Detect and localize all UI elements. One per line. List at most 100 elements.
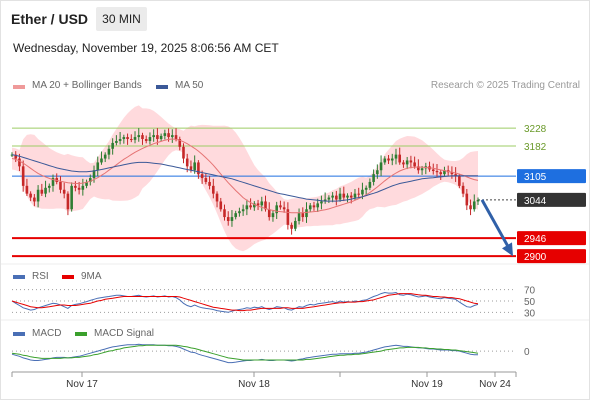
candle	[439, 172, 443, 175]
candle	[204, 178, 208, 182]
candle	[301, 213, 305, 218]
candle	[208, 181, 211, 186]
candle	[458, 176, 461, 186]
candle	[312, 205, 316, 208]
candle	[431, 169, 435, 172]
level-label-3044: 3044	[524, 196, 547, 207]
rsi-tick-50: 50	[524, 297, 536, 308]
candle	[454, 174, 457, 177]
candle	[376, 170, 379, 175]
x-tick-label-2: Nov 19	[411, 379, 443, 390]
level-badge-3105	[517, 169, 586, 184]
ma50-legend-label: MA 50	[175, 80, 204, 91]
candle	[271, 213, 275, 218]
candle	[390, 158, 394, 161]
candle	[249, 205, 252, 208]
rsi-line	[11, 291, 479, 313]
candle	[245, 205, 249, 210]
level-badge-3044	[517, 192, 586, 207]
candle	[96, 162, 100, 171]
candle	[461, 185, 465, 194]
macd-tick-0: 0	[524, 347, 530, 358]
candle	[327, 197, 331, 200]
candle	[223, 209, 226, 218]
candle	[167, 133, 170, 138]
candle	[133, 137, 137, 140]
candle	[443, 170, 446, 175]
candle	[148, 137, 152, 141]
macd-signal-legend-label: MACD Signal	[94, 328, 155, 339]
candle	[450, 172, 454, 175]
macd-legend-label: MACD	[32, 328, 62, 339]
candle	[159, 135, 163, 140]
candle	[70, 185, 73, 210]
candle	[81, 185, 85, 190]
candle	[368, 181, 372, 188]
candle	[10, 154, 14, 156]
ma50-legend-swatch	[156, 85, 168, 89]
candle	[305, 209, 308, 218]
candle	[331, 195, 334, 198]
candle	[275, 205, 278, 214]
candle	[118, 139, 122, 141]
level-label-3105: 3105	[524, 172, 547, 183]
candle	[226, 217, 230, 221]
candle	[62, 189, 66, 194]
candle	[472, 201, 476, 210]
candle	[182, 146, 185, 159]
rsi-tick-70: 70	[524, 286, 536, 297]
candle	[100, 158, 103, 163]
candle	[413, 162, 416, 167]
candle	[59, 181, 62, 190]
candle	[141, 135, 144, 140]
candle	[115, 140, 118, 143]
candle	[402, 162, 405, 165]
candle	[264, 201, 267, 210]
candle	[107, 148, 111, 155]
candle	[238, 211, 241, 214]
macd-legend-swatch	[13, 332, 25, 336]
candle	[420, 168, 424, 171]
candle	[353, 193, 357, 198]
timeframe-button[interactable]: 30 MIN	[96, 7, 147, 31]
candle	[241, 209, 245, 212]
candle	[171, 135, 174, 138]
chart-header: Ether / USD 30 MIN	[0, 0, 590, 36]
candle	[200, 174, 204, 179]
candle	[85, 181, 88, 186]
candle	[197, 162, 200, 175]
candle	[111, 142, 114, 149]
candle	[320, 201, 323, 204]
candle	[51, 178, 55, 186]
candle	[36, 189, 40, 202]
candle	[88, 178, 92, 182]
candle	[465, 193, 469, 206]
candle	[282, 207, 286, 210]
candle	[47, 185, 51, 188]
candle	[33, 197, 36, 202]
candle	[21, 166, 25, 186]
candle	[18, 158, 21, 167]
instrument-title: Ether / USD	[11, 11, 89, 27]
candle	[253, 203, 256, 208]
candle	[144, 139, 148, 141]
level-label-2946: 2946	[524, 234, 547, 245]
candle	[394, 154, 398, 159]
projection-arrow-shaft	[480, 199, 511, 250]
rsi-tick-30: 30	[524, 308, 536, 319]
candle	[364, 187, 368, 190]
candle	[398, 154, 402, 163]
candle	[212, 185, 215, 194]
candle	[215, 193, 219, 202]
candle	[174, 135, 178, 140]
candle	[409, 160, 413, 163]
candle	[189, 166, 193, 171]
candle	[476, 199, 480, 202]
candle	[44, 187, 47, 194]
level-label-2900: 2900	[524, 252, 547, 263]
candle	[323, 199, 327, 202]
rsi-ma-legend-label: 9MA	[81, 271, 102, 282]
candle	[66, 193, 70, 210]
macd-signal-legend-swatch	[75, 332, 87, 336]
